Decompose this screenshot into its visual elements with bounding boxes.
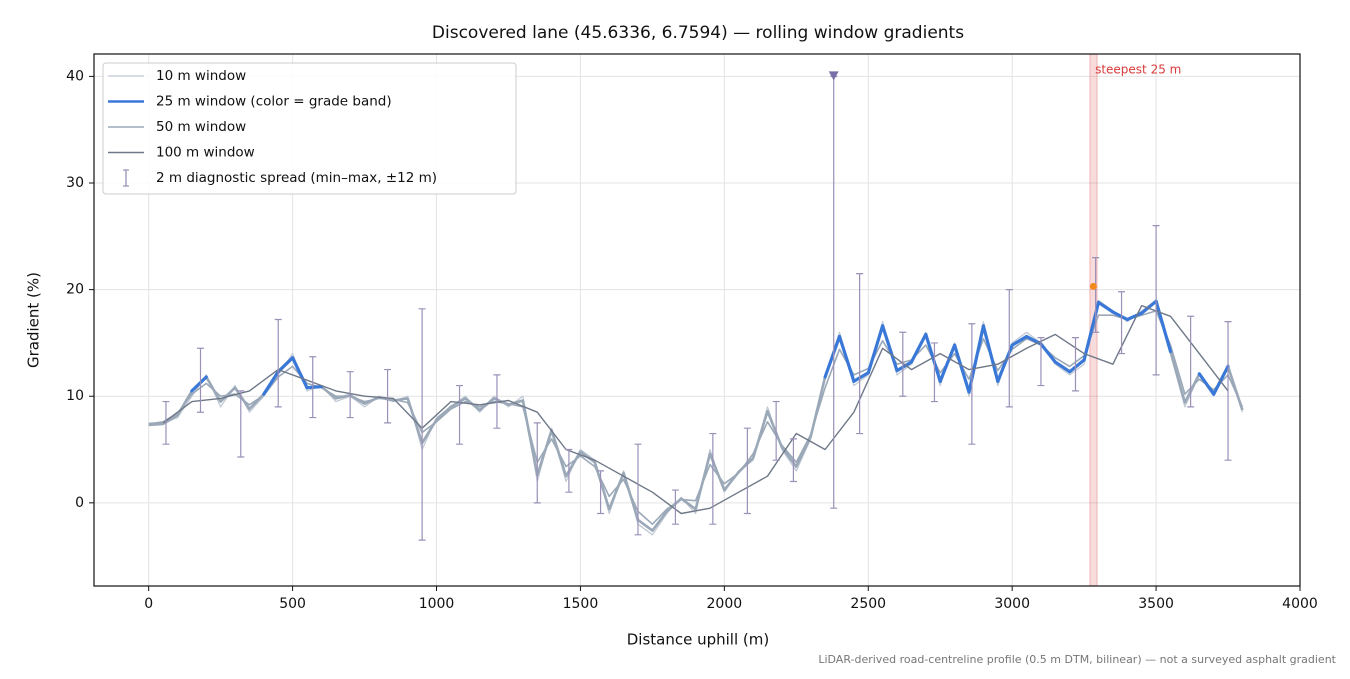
x-tick-label: 3000 <box>994 596 1030 612</box>
legend-label: 100 m window <box>156 145 255 161</box>
grade-band-segment <box>1053 360 1072 374</box>
error-bar <box>533 422 541 504</box>
y-tick-label: 30 <box>66 175 84 191</box>
error-bar <box>1187 315 1195 408</box>
grade-band-segment <box>895 360 913 373</box>
error-bar <box>671 489 679 525</box>
grade-band-segment <box>823 334 842 379</box>
grade-band-segment <box>1096 300 1115 314</box>
error-bar <box>1092 257 1100 333</box>
legend-label: 25 m window (color = grade band) <box>156 94 392 110</box>
x-tick-label: 2000 <box>707 596 743 612</box>
grade-band-segment <box>1068 358 1086 374</box>
x-tick-label: 4000 <box>1282 596 1318 612</box>
grade-band-segment <box>305 385 323 390</box>
error-bar <box>274 318 282 408</box>
error-bar <box>196 347 204 413</box>
legend-label: 50 m window <box>156 119 246 135</box>
error-bar <box>856 273 864 435</box>
error-bar <box>418 308 426 541</box>
x-axis-label: Distance uphill (m) <box>627 631 769 649</box>
y-axis-label: Gradient (%) <box>25 272 43 368</box>
grade-band-segment <box>909 332 928 364</box>
error-bar <box>1118 291 1126 355</box>
error-bar <box>634 443 642 536</box>
grade-band-segment <box>291 356 309 390</box>
overflow-marker <box>828 71 839 81</box>
grade-band-segment <box>1197 372 1216 396</box>
grade-band-segment <box>276 356 295 374</box>
grade-band-segment <box>938 343 957 383</box>
error-bar <box>237 390 245 458</box>
footnote: LiDAR-derived road-centreline profile (0… <box>818 653 1336 666</box>
error-bar <box>309 356 317 419</box>
error-bar <box>1152 225 1160 376</box>
x-tick-label: 3500 <box>1138 596 1174 612</box>
error-bar <box>384 368 392 424</box>
error-bar <box>709 432 717 525</box>
grade-band-segment <box>1125 311 1144 322</box>
grade-band-segment <box>1111 310 1129 322</box>
error-bar <box>162 400 170 445</box>
plot-frame <box>93 53 1301 587</box>
error-bar <box>789 438 797 483</box>
error-bar <box>968 323 976 445</box>
error-bar <box>565 448 573 493</box>
y-tick-label: 20 <box>66 282 84 298</box>
x-tick-label: 1500 <box>563 596 599 612</box>
plot-area: steepest 25 m <box>148 54 1244 586</box>
error-bar <box>899 331 907 397</box>
error-bar <box>930 342 938 403</box>
grade-band-segment <box>953 343 971 394</box>
steepest-point <box>1089 282 1097 290</box>
legend-box <box>102 62 517 195</box>
error-bar <box>597 470 605 515</box>
error-bar <box>456 384 464 445</box>
y-tick-label: 0 <box>75 495 84 511</box>
grade-band-segment <box>981 324 1000 383</box>
grade-band-segment <box>262 370 280 396</box>
legend: 10 m window 25 m window (color = grade ba… <box>102 62 517 195</box>
error-bar <box>493 374 501 429</box>
legend-label: 10 m window <box>156 68 246 84</box>
legend-label: 2 m diagnostic spread (min–max, ±12 m) <box>156 170 437 186</box>
legend-swatch <box>123 169 129 187</box>
error-bar <box>1005 289 1013 408</box>
error-bar <box>743 427 751 515</box>
x-tick-label: 1000 <box>419 596 455 612</box>
error-bar <box>1037 336 1045 387</box>
x-tick-label: 500 <box>279 596 306 612</box>
series-line <box>148 299 1244 536</box>
grade-band-segment <box>1039 342 1057 364</box>
grade-band-segment <box>837 334 856 383</box>
y-tick-label: 10 <box>66 388 84 404</box>
y-tick-label: 40 <box>66 68 84 84</box>
grade-band-segment <box>881 324 899 373</box>
grade-band-segment <box>1140 299 1158 315</box>
error-bar <box>1071 336 1079 392</box>
grade-band-segment <box>190 375 208 393</box>
error-bar <box>346 371 354 419</box>
x-tick-label: 0 <box>144 596 153 612</box>
chart-title: Discovered lane (45.6336, 6.7594) — roll… <box>432 23 964 43</box>
grade-band-segment <box>852 371 870 383</box>
error-bar <box>772 400 780 461</box>
grade-band-segment <box>1154 299 1173 354</box>
series-line <box>162 304 1229 515</box>
steepest-label: steepest 25 m <box>1095 63 1181 77</box>
grade-band-segment <box>1212 364 1230 396</box>
error-bar <box>1224 320 1232 461</box>
grade-band-segment <box>1010 334 1029 347</box>
x-tick-label: 2500 <box>850 596 886 612</box>
grade-band-segment <box>866 324 885 375</box>
